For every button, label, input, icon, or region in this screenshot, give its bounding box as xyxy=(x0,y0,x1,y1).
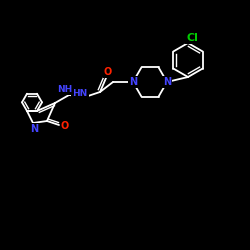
Text: N: N xyxy=(30,124,38,134)
Text: NH: NH xyxy=(58,86,72,94)
Text: O: O xyxy=(61,121,69,131)
Text: N: N xyxy=(129,77,137,87)
Text: O: O xyxy=(104,67,112,77)
Text: Cl: Cl xyxy=(186,33,198,43)
Text: N: N xyxy=(163,77,171,87)
Text: HN: HN xyxy=(72,90,88,98)
